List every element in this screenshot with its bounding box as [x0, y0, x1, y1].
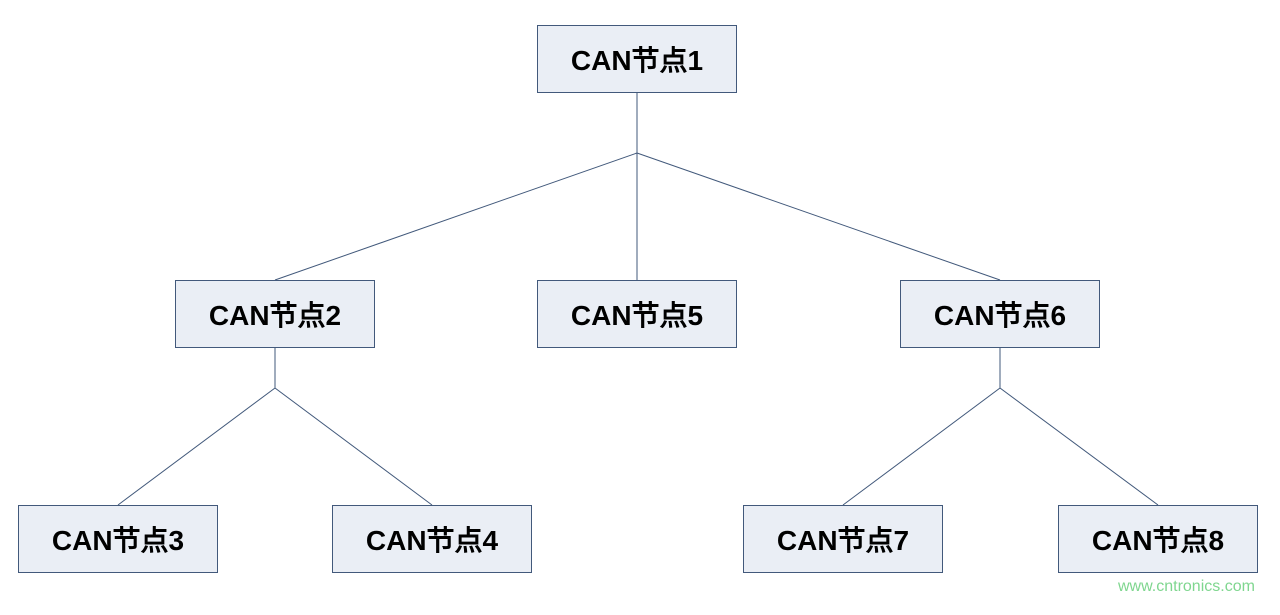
tree-node-n6: CAN节点6 — [900, 280, 1100, 348]
tree-node-n8: CAN节点8 — [1058, 505, 1258, 573]
tree-node-label: CAN节点2 — [209, 294, 341, 334]
watermark-text: www.cntronics.com — [1118, 578, 1255, 596]
tree-node-label: CAN节点7 — [777, 519, 909, 559]
tree-edge — [275, 93, 637, 280]
tree-node-n1: CAN节点1 — [537, 25, 737, 93]
tree-node-label: CAN节点3 — [52, 519, 184, 559]
tree-edge — [275, 348, 432, 505]
tree-node-label: CAN节点5 — [571, 294, 703, 334]
tree-node-n7: CAN节点7 — [743, 505, 943, 573]
tree-node-label: CAN节点6 — [934, 294, 1066, 334]
tree-edge — [118, 348, 275, 505]
tree-edge — [637, 93, 1000, 280]
tree-edge — [1000, 348, 1158, 505]
tree-node-label: CAN节点4 — [366, 519, 498, 559]
tree-edge — [843, 348, 1000, 505]
tree-node-n3: CAN节点3 — [18, 505, 218, 573]
tree-node-n5: CAN节点5 — [537, 280, 737, 348]
tree-node-label: CAN节点1 — [571, 39, 703, 79]
tree-node-n2: CAN节点2 — [175, 280, 375, 348]
tree-node-label: CAN节点8 — [1092, 519, 1224, 559]
tree-node-n4: CAN节点4 — [332, 505, 532, 573]
